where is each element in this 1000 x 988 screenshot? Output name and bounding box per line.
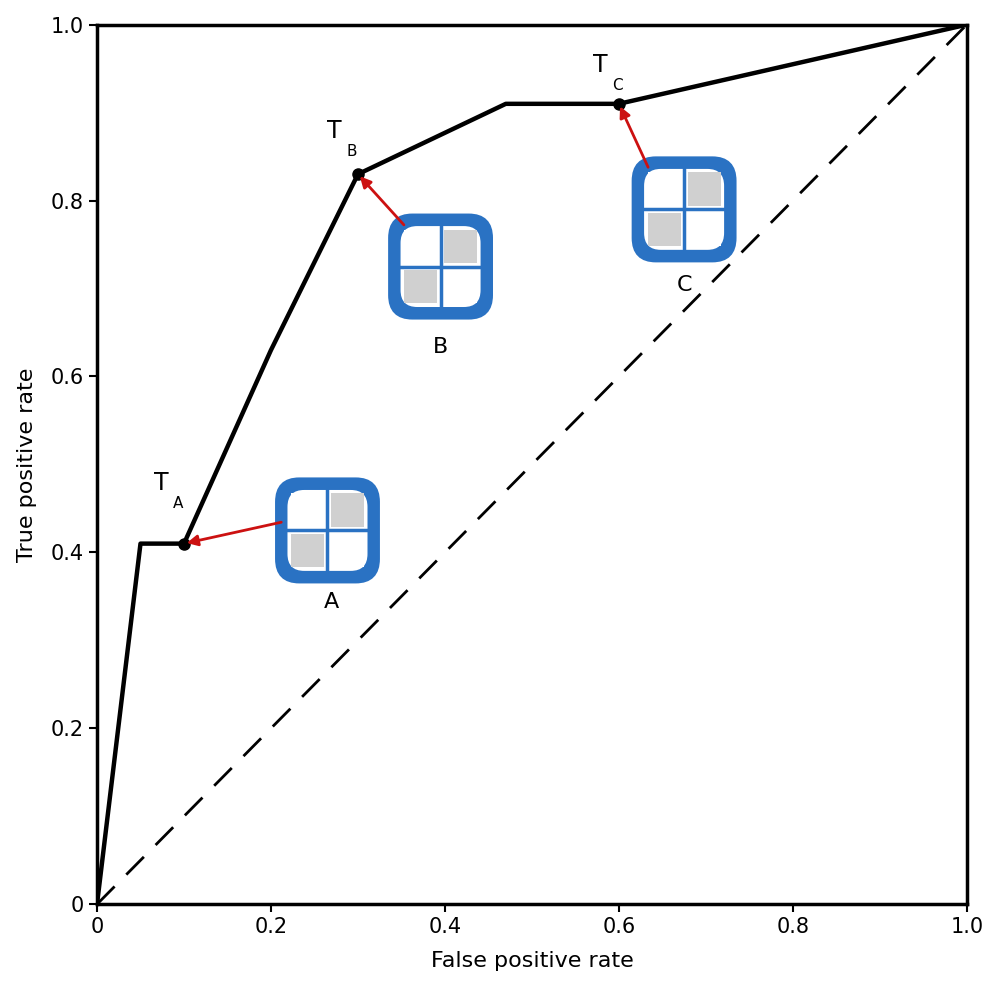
Text: C: C (676, 276, 692, 295)
Bar (404, 270, 437, 303)
Bar (331, 534, 364, 567)
Text: T: T (154, 471, 168, 495)
Bar (444, 229, 477, 263)
Bar (688, 173, 721, 206)
Bar (404, 229, 437, 263)
Bar (444, 270, 477, 303)
X-axis label: False positive rate: False positive rate (431, 951, 633, 971)
Text: T: T (593, 53, 607, 77)
FancyBboxPatch shape (644, 169, 724, 250)
FancyBboxPatch shape (391, 216, 491, 317)
Bar (648, 173, 681, 206)
FancyBboxPatch shape (634, 159, 734, 260)
Bar (291, 534, 324, 567)
Y-axis label: True positive rate: True positive rate (17, 368, 37, 561)
FancyBboxPatch shape (277, 480, 378, 581)
Text: A: A (173, 496, 183, 511)
Text: T: T (327, 120, 342, 143)
Text: B: B (347, 144, 357, 159)
Bar (331, 493, 364, 527)
Bar (648, 212, 681, 246)
Bar (688, 212, 721, 246)
Text: C: C (612, 78, 623, 93)
FancyBboxPatch shape (287, 490, 367, 571)
Text: B: B (433, 337, 448, 357)
FancyBboxPatch shape (401, 226, 481, 307)
Bar (291, 493, 324, 527)
Text: A: A (324, 592, 339, 612)
